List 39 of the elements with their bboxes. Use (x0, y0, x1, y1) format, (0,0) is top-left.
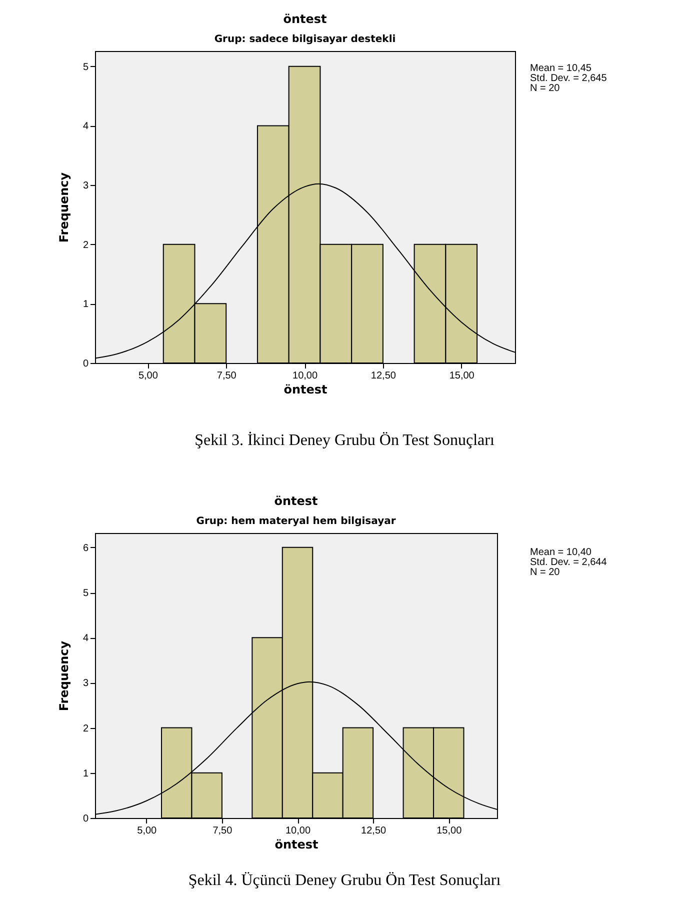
text: Std. Dev. = 2,645 (530, 73, 607, 84)
x-tick-label: 10,00 (292, 370, 318, 382)
y-tick-label: 3 (82, 180, 89, 192)
x-tick-label: 15,00 (449, 370, 475, 382)
y-tick-label: 5 (82, 62, 89, 73)
x-tick-label: 5,00 (137, 826, 158, 836)
y-tick-label: 2 (82, 723, 89, 734)
x-tick-label: 12,50 (361, 826, 387, 836)
y-axis-title: Frequency (56, 172, 71, 243)
text: N = 20 (530, 567, 561, 578)
y-tick-label: 5 (82, 588, 89, 600)
x-tick-label: 10,00 (285, 826, 311, 836)
chart-subtitle: Grup: hem materyal hem bilgisayar (196, 516, 396, 527)
chart-title: öntest (283, 12, 328, 26)
y-tick-label: 2 (82, 240, 89, 251)
y-tick-label: 0 (82, 814, 89, 824)
x-tick-label: 5,00 (138, 370, 158, 382)
text: Şekil 3. İkinci Deney Grubu Ön Test Sonuçları (194, 432, 496, 450)
y-tick-label: 3 (82, 678, 89, 690)
y-tick-label: 4 (82, 121, 89, 132)
y-tick-label: 6 (82, 542, 89, 554)
y-tick-label: 0 (82, 358, 89, 370)
x-axis-title: öntest (284, 382, 328, 396)
y-tick-label: 1 (82, 299, 89, 310)
text: Şekil 4. Üçüncü Deney Grubu Ön Test Sonuçları (187, 872, 502, 890)
x-tick-label: 7,50 (212, 826, 233, 836)
text: Std. Dev. = 2,644 (530, 557, 607, 568)
y-axis-title: Frequency (56, 640, 71, 712)
y-tick-label: 1 (82, 768, 89, 780)
x-tick-label: 15,00 (436, 826, 462, 836)
chart-title: öntest (274, 494, 318, 508)
text: Mean = 10,45 (530, 63, 592, 74)
x-tick-label: 12,50 (370, 370, 396, 382)
chart-subtitle: Grup: sadece bilgisayar destekli (214, 34, 396, 45)
text: Mean = 10,40 (530, 547, 592, 558)
x-axis-title: öntest (274, 838, 319, 852)
x-tick-label: 7,50 (216, 370, 237, 382)
y-tick-label: 4 (82, 633, 89, 644)
text: N = 20 (530, 83, 561, 94)
